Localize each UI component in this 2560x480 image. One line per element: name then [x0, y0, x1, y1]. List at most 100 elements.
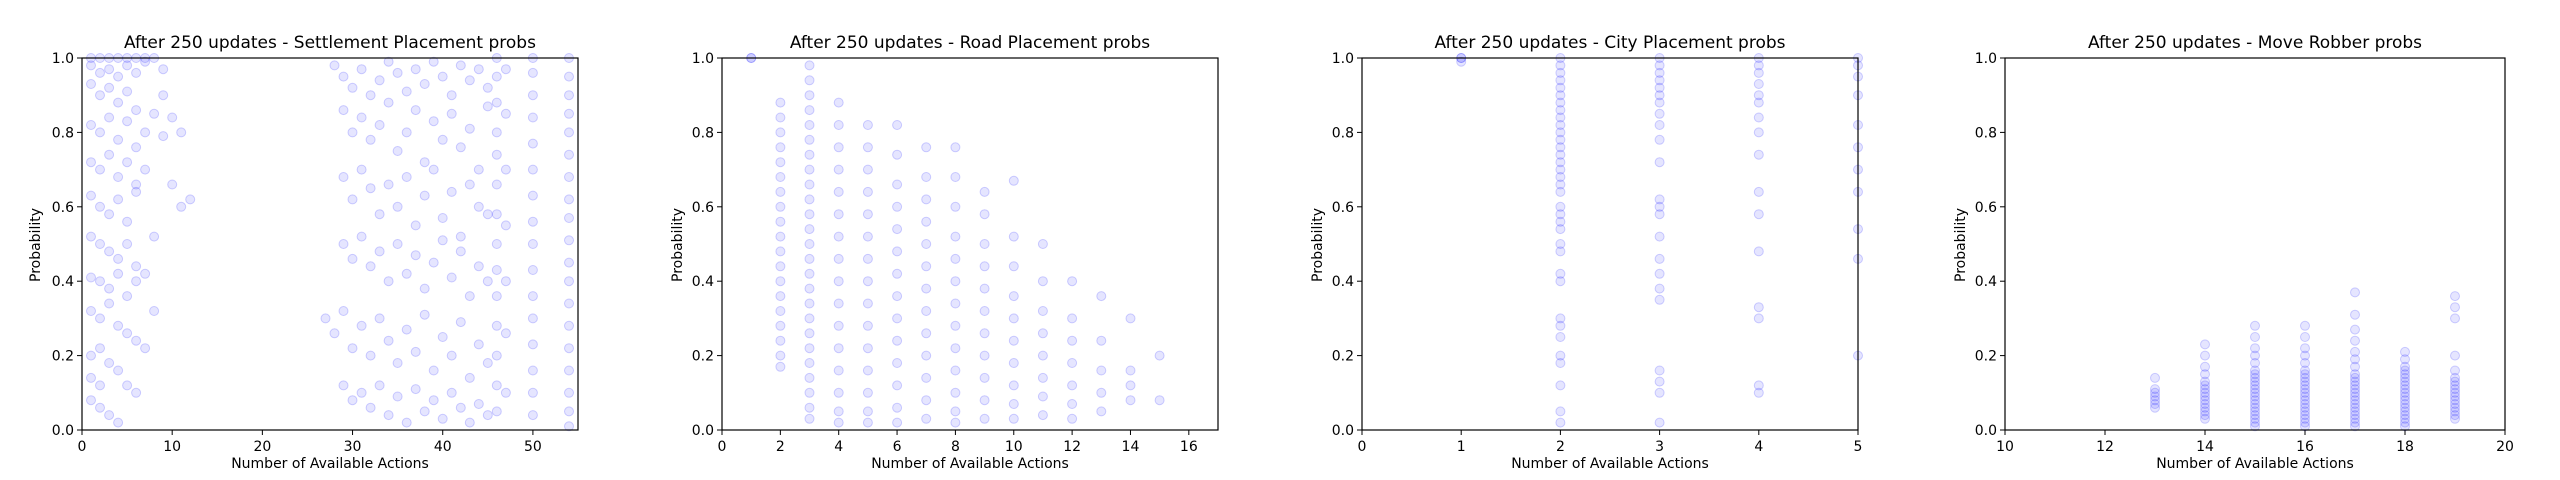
data-point: [1654, 365, 1665, 376]
data-point: [564, 127, 574, 138]
data-point: [862, 231, 873, 242]
data-point: [104, 298, 115, 309]
data-point: [979, 209, 990, 220]
data-point: [149, 306, 160, 316]
data-point: [1008, 380, 1019, 391]
data-point: [1555, 172, 1566, 182]
data-point: [95, 276, 105, 287]
data-point: [131, 276, 142, 287]
data-point: [1555, 224, 1566, 235]
data-point: [2150, 402, 2160, 413]
data-point: [527, 67, 538, 78]
data-point: [1037, 328, 1048, 339]
data-point: [2350, 406, 2360, 417]
data-point: [482, 358, 493, 368]
data-point: [1753, 90, 1764, 101]
data-point: [775, 172, 786, 182]
data-point: [833, 276, 844, 287]
data-point: [1654, 120, 1665, 130]
data-point: [862, 298, 873, 309]
data-point: [347, 395, 358, 406]
data-point: [401, 417, 412, 428]
data-point: [1555, 358, 1566, 368]
data-point: [95, 343, 105, 354]
data-point: [862, 253, 873, 264]
data-point: [2400, 391, 2410, 402]
data-point: [491, 406, 502, 417]
data-point: [921, 413, 932, 424]
data-point: [1753, 387, 1764, 398]
data-point: [2350, 346, 2360, 357]
data-point: [473, 399, 484, 409]
data-point: [1096, 335, 1107, 346]
x-tick-label: 50: [524, 439, 542, 455]
data-point: [140, 343, 151, 354]
data-point: [2250, 395, 2260, 406]
data-point: [1008, 358, 1019, 368]
data-point: [1037, 276, 1048, 287]
data-point: [950, 387, 961, 398]
data-point: [491, 265, 502, 275]
data-point: [464, 179, 475, 190]
data-point: [2350, 413, 2360, 424]
data-point: [104, 283, 115, 294]
data-point: [804, 179, 815, 190]
data-point: [2450, 350, 2460, 361]
data-point: [804, 60, 815, 71]
data-point: [1555, 239, 1566, 249]
data-point: [176, 127, 187, 138]
data-point: [446, 272, 457, 283]
data-point: [500, 64, 511, 75]
x-tick-label: 4: [834, 439, 843, 455]
data-point: [804, 253, 815, 264]
data-point: [775, 231, 786, 242]
data-point: [347, 127, 358, 138]
data-point: [1753, 186, 1764, 197]
data-point: [2250, 350, 2260, 361]
data-point: [2450, 302, 2460, 313]
y-tick-label: 1.0: [52, 51, 74, 67]
data-point: [131, 186, 142, 197]
data-point: [804, 224, 815, 235]
data-point: [176, 201, 187, 212]
x-tick-label: 14: [1122, 439, 1140, 455]
data-point: [2250, 402, 2260, 413]
data-point: [804, 105, 815, 116]
data-point: [775, 246, 786, 257]
data-point: [2350, 399, 2360, 409]
data-point: [833, 164, 844, 175]
data-point: [564, 71, 574, 82]
data-point: [2350, 287, 2360, 298]
data-point: [113, 268, 124, 279]
data-point: [1654, 387, 1665, 398]
data-point: [374, 120, 385, 130]
data-point: [2150, 391, 2160, 402]
data-point: [1654, 108, 1665, 119]
data-point: [1654, 201, 1665, 212]
data-point: [1654, 417, 1665, 428]
data-point: [113, 134, 124, 145]
data-point: [2450, 399, 2460, 409]
data-point: [86, 395, 96, 406]
data-point: [892, 246, 903, 257]
data-point: [491, 209, 502, 220]
data-point: [2400, 399, 2410, 409]
x-axis-label: Number of Available Actions: [2156, 456, 2354, 472]
data-point: [482, 276, 493, 287]
data-point: [833, 209, 844, 220]
data-point: [428, 257, 439, 268]
data-point: [365, 134, 376, 145]
data-point: [2300, 376, 2310, 387]
data-point: [131, 387, 142, 398]
data-point: [347, 253, 358, 264]
data-point: [979, 261, 990, 272]
x-tick-label: 16: [2296, 439, 2314, 455]
data-point: [2150, 384, 2160, 395]
data-point: [2300, 350, 2310, 361]
data-point: [1654, 253, 1665, 264]
data-point: [2400, 413, 2410, 424]
data-point: [2450, 406, 2460, 417]
data-point: [491, 149, 502, 160]
data-point: [500, 164, 511, 175]
